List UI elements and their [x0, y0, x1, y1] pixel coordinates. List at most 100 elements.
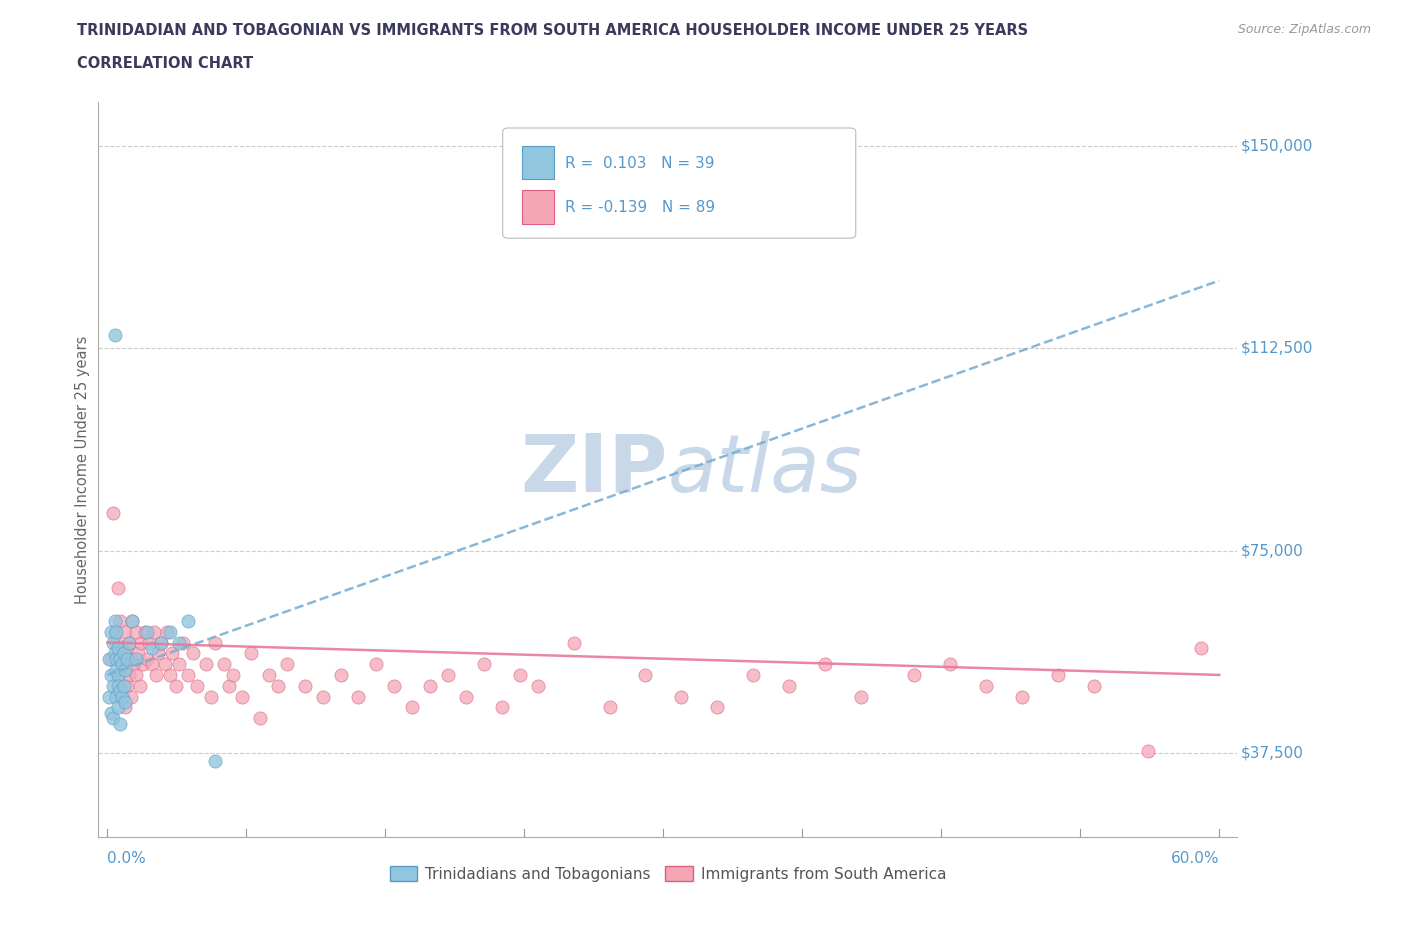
Point [118, 635, 141, 650]
Point [131, 635, 153, 650]
Point [125, 624, 148, 639]
Point [437, 668, 460, 683]
Point [141, 641, 163, 656]
Point [114, 662, 136, 677]
Point [108, 614, 131, 629]
Point [103, 624, 125, 639]
Point [939, 657, 962, 671]
Point [200, 689, 222, 704]
Point [1083, 678, 1105, 693]
Point [112, 678, 135, 693]
Point [509, 668, 531, 683]
Point [138, 635, 160, 650]
Point [107, 641, 129, 656]
Point [105, 624, 128, 639]
Point [105, 635, 128, 650]
Point [112, 662, 135, 677]
Point [212, 657, 235, 671]
Text: 60.0%: 60.0% [1171, 851, 1219, 866]
Point [103, 645, 125, 660]
Point [111, 689, 134, 704]
Y-axis label: Householder Income Under 25 years: Householder Income Under 25 years [75, 336, 90, 604]
Point [101, 678, 124, 693]
Point [107, 581, 129, 596]
Point [634, 668, 657, 683]
Point [183, 645, 205, 660]
Point [101, 711, 124, 725]
Legend: Trinidadians and Tobagonians, Immigrants from South America: Trinidadians and Tobagonians, Immigrants… [384, 860, 952, 888]
Point [150, 635, 173, 650]
Point [222, 668, 245, 683]
Point [111, 689, 134, 704]
Point [160, 645, 183, 660]
Point [177, 668, 200, 683]
Point [167, 657, 190, 671]
Point [105, 689, 128, 704]
Text: Source: ZipAtlas.com: Source: ZipAtlas.com [1237, 23, 1371, 36]
Point [165, 678, 187, 693]
Point [172, 635, 194, 650]
Point [454, 689, 477, 704]
Point [1046, 668, 1069, 683]
Point [706, 700, 728, 715]
Point [155, 624, 177, 639]
Point [134, 624, 156, 639]
Point [1189, 641, 1212, 656]
Point [115, 678, 138, 693]
Point [167, 635, 190, 650]
Point [491, 700, 513, 715]
Point [257, 668, 280, 683]
Point [143, 624, 166, 639]
Point [111, 641, 134, 656]
Point [100, 668, 122, 683]
Point [120, 689, 142, 704]
Point [267, 678, 290, 693]
Point [276, 657, 298, 671]
Point [311, 689, 333, 704]
Point [100, 624, 122, 639]
Text: CORRELATION CHART: CORRELATION CHART [77, 56, 253, 71]
Text: $112,500: $112,500 [1241, 340, 1313, 355]
Point [108, 678, 131, 693]
Point [294, 678, 316, 693]
Point [145, 668, 167, 683]
Point [778, 678, 800, 693]
Bar [522, 191, 554, 223]
Point [135, 624, 157, 639]
Point [150, 635, 173, 650]
Point [114, 624, 136, 639]
Point [814, 657, 837, 671]
Point [204, 635, 226, 650]
Point [124, 657, 146, 671]
Point [101, 635, 124, 650]
Point [98, 651, 121, 666]
Text: 0.0%: 0.0% [107, 851, 146, 866]
Point [141, 657, 163, 671]
Point [153, 657, 176, 671]
Point [146, 645, 169, 660]
Point [115, 651, 138, 666]
Point [125, 668, 148, 683]
Point [186, 678, 208, 693]
Point [105, 651, 128, 666]
FancyBboxPatch shape [503, 128, 856, 238]
Point [159, 624, 181, 639]
Point [562, 635, 585, 650]
Point [204, 754, 226, 769]
Point [114, 695, 136, 710]
Point [120, 651, 142, 666]
Point [135, 651, 157, 666]
Point [132, 657, 155, 671]
Point [108, 651, 131, 666]
Point [107, 678, 129, 693]
Point [1136, 743, 1159, 758]
Text: ZIP: ZIP [520, 431, 668, 509]
Point [118, 635, 141, 650]
Point [107, 668, 129, 683]
Text: TRINIDADIAN AND TOBAGONIAN VS IMMIGRANTS FROM SOUTH AMERICA HOUSEHOLDER INCOME U: TRINIDADIAN AND TOBAGONIAN VS IMMIGRANTS… [77, 23, 1028, 38]
Point [218, 678, 240, 693]
Point [100, 651, 122, 666]
Text: $37,500: $37,500 [1241, 746, 1303, 761]
Point [849, 689, 872, 704]
Point [239, 645, 262, 660]
